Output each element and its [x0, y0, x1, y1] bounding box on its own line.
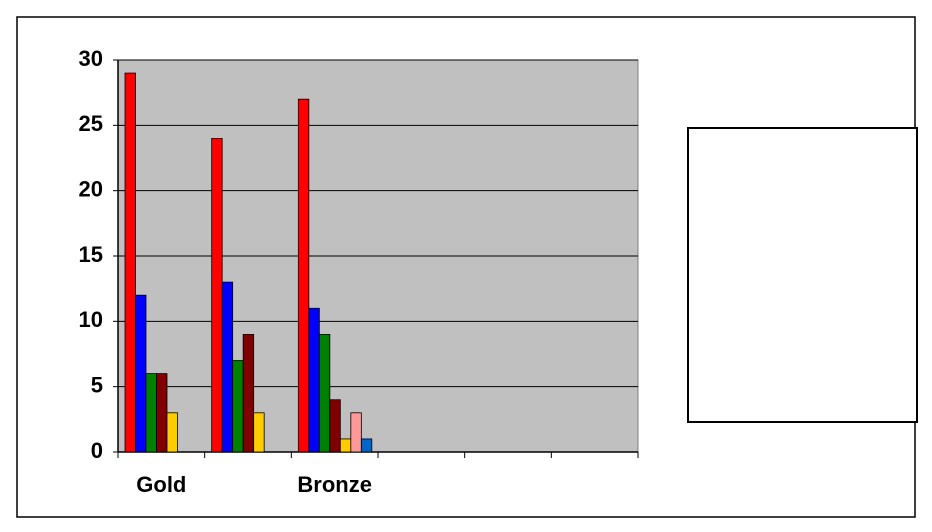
y-tick-label: 20: [79, 176, 103, 201]
legend-box: [687, 127, 918, 423]
bar: [135, 294, 147, 453]
bar: [211, 137, 223, 453]
bar: [156, 373, 168, 453]
x-tick-label: Gold: [136, 472, 186, 497]
bar: [318, 333, 331, 453]
bar: [360, 438, 373, 453]
y-tick-label: 0: [91, 438, 103, 463]
y-tick-label: 10: [79, 307, 103, 332]
bar: [350, 412, 362, 453]
bar: [166, 412, 178, 453]
bar: [297, 98, 310, 453]
y-tick-label: 5: [91, 372, 103, 397]
bar: [242, 333, 255, 453]
y-tick-label: 15: [79, 242, 103, 267]
y-tick-label: 25: [79, 111, 103, 136]
bar: [232, 360, 244, 453]
y-tick-label: 30: [79, 46, 103, 71]
x-tick-label: Bronze: [297, 472, 372, 497]
bar: [329, 399, 341, 453]
bar: [308, 307, 320, 453]
bar: [339, 438, 352, 453]
bar: [221, 281, 234, 453]
bar: [124, 72, 136, 453]
bar: [253, 412, 265, 453]
bar: [145, 373, 157, 453]
